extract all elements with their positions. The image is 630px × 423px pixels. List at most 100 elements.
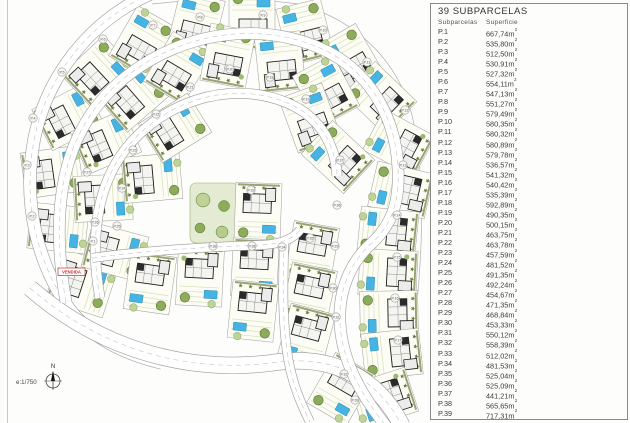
parcel-area: 554,11m2 (486, 76, 517, 89)
tree-icon (173, 158, 182, 167)
parcel-area: 490,35m2 (486, 207, 518, 220)
tree-icon (132, 193, 139, 200)
shrub-star-icon (235, 80, 241, 85)
sold-badge: VENDIDA (57, 267, 86, 276)
parcel-id: P.39 (438, 408, 453, 418)
plot-label: P.30 (328, 283, 338, 293)
hedge (414, 292, 418, 335)
shrub-star-icon (241, 185, 247, 190)
shrub-star-icon (76, 192, 81, 197)
road (278, 243, 315, 423)
house-footprint (385, 257, 413, 292)
hedge (295, 221, 338, 232)
tree-icon (194, 222, 206, 234)
shrub-star-icon (349, 174, 355, 180)
plot-label: P.29 (330, 241, 340, 251)
shrub-star-icon (425, 178, 431, 184)
parcel-id: P.38 (438, 398, 453, 408)
table-row: P.32 558,39m2 (431, 338, 627, 350)
plot-label: P.14 (392, 210, 402, 220)
shrub-star-icon (51, 139, 56, 144)
tree-icon (218, 200, 230, 212)
central-park (189, 182, 239, 244)
parcel-area: 512,50m2 (486, 46, 518, 59)
shrub-star-icon (409, 276, 415, 282)
plot (143, 30, 213, 106)
table-row: P.8 551,27m2 (431, 97, 627, 109)
shrub-star-icon (297, 266, 302, 271)
parcel-area: 463,78m2 (486, 237, 518, 250)
parcel-id: P.37 (438, 388, 453, 398)
shrub-star-icon (83, 153, 89, 159)
pool (256, 0, 271, 8)
plot-label: P.17 (393, 335, 403, 345)
svg-text:P.15: P.15 (394, 255, 401, 259)
parcel-id: P.16 (438, 177, 453, 187)
svg-text:P.7: P.7 (151, 23, 156, 27)
parcel-id: P.1 (438, 27, 449, 36)
plot-label: P.21 (185, 82, 195, 92)
table-row: P.31 550,12m2 (431, 327, 627, 340)
svg-text:P.20: P.20 (227, 67, 234, 71)
house-footprint (296, 230, 334, 257)
table-row: P.6 554,11m2 (431, 76, 627, 89)
tree-icon (320, 57, 330, 66)
parcel-area: 550,12m2 (486, 327, 518, 340)
svg-text:P.17: P.17 (395, 338, 402, 342)
parcel-id: P.7 (438, 87, 449, 97)
pool (376, 189, 388, 205)
table-row: P.33 512,02m2 (431, 348, 627, 360)
plot-label: P.39 (350, 395, 360, 405)
pool (71, 91, 85, 107)
shrub-star-icon (110, 105, 115, 111)
table-row: P.23 457,59m2 (431, 248, 627, 260)
north-label: N (51, 364, 55, 370)
tree-icon (78, 239, 88, 248)
shrub-star-icon (46, 130, 52, 135)
plot-label: P.7 (148, 20, 158, 30)
parcel-area: 525,09m2 (486, 378, 518, 391)
hedge (202, 77, 244, 88)
svg-text:P.29: P.29 (332, 244, 339, 248)
svg-text:P.18: P.18 (267, 75, 274, 79)
tree-icon (195, 123, 206, 134)
parcel-id: P.14 (438, 157, 453, 167)
tree-icon (360, 154, 366, 160)
shrub-star-icon (413, 344, 418, 349)
shrub-star-icon (285, 83, 290, 88)
site-plan: P.1 P.2 P.3 P.4 P.5 P.6 P.7 P.8 P.9 P.10 P.11 P.12 P… (7, 0, 436, 423)
parcel-area: 536,57m2 (486, 157, 518, 170)
table-row: P.34 481,53m2 (431, 358, 627, 370)
tree-icon (378, 166, 389, 177)
tree-icon (365, 137, 374, 147)
house-footprint (237, 287, 273, 314)
tree-icon (358, 212, 368, 221)
shrub-star-icon (421, 198, 426, 203)
tree-icon (346, 29, 357, 40)
parcel-id: P.34 (438, 358, 453, 368)
pool (262, 224, 276, 234)
house-footprint (126, 161, 155, 195)
parcel-table-panel: 39 SUBPARCELAS Subparcelas Superficie P.… (430, 3, 628, 420)
parcel-area: 580,89m2 (486, 137, 518, 149)
tree-icon (92, 297, 103, 308)
shrub-star-icon (159, 83, 164, 89)
shrub-star-icon (203, 250, 209, 256)
shrub-star-icon (415, 156, 420, 162)
col-header-superficie: Superficie (486, 19, 518, 26)
house-footprint (68, 61, 110, 96)
parcel-area: 535,39m2 (486, 187, 518, 200)
plot (122, 250, 178, 316)
plot (175, 246, 225, 309)
house-footprint (396, 174, 424, 213)
hedge (234, 280, 277, 288)
parcel-id: P.18 (438, 197, 453, 207)
house-footprint (242, 187, 277, 214)
parcel-id: P.35 (438, 368, 453, 378)
parcel-id: P.21 (438, 227, 453, 237)
house-footprint (134, 259, 171, 287)
house-footprint (239, 243, 274, 271)
svg-text:P.37: P.37 (337, 158, 344, 162)
shrub-star-icon (258, 285, 263, 290)
tree-icon (259, 328, 270, 339)
